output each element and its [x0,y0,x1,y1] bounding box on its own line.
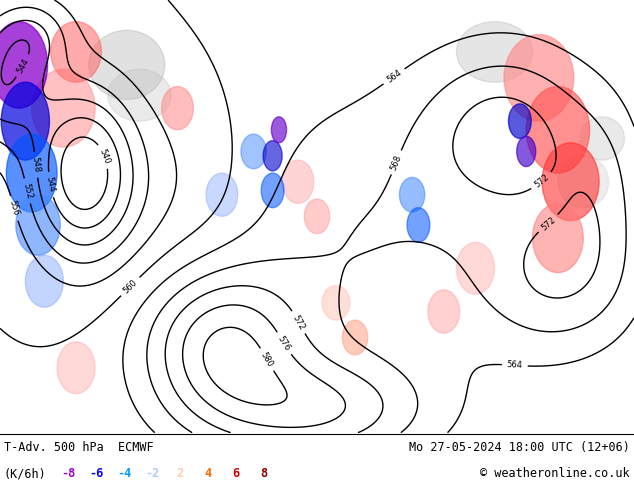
Text: 8: 8 [261,467,268,481]
Ellipse shape [508,104,531,139]
Text: T-Adv. 500 hPa  ECMWF: T-Adv. 500 hPa ECMWF [4,441,153,454]
Ellipse shape [89,30,165,99]
Text: 560: 560 [122,278,139,295]
Text: 556: 556 [8,199,21,217]
Text: 564: 564 [507,361,523,370]
Ellipse shape [25,255,63,307]
Ellipse shape [504,35,574,121]
Ellipse shape [108,69,171,121]
Ellipse shape [580,117,624,160]
Text: 552: 552 [21,182,34,199]
Text: (K/6h): (K/6h) [4,467,47,481]
Ellipse shape [428,290,460,333]
Ellipse shape [271,117,287,143]
Ellipse shape [399,177,425,212]
Text: 548: 548 [30,156,41,173]
Ellipse shape [342,320,368,355]
Ellipse shape [1,82,49,160]
Text: 544: 544 [44,176,56,193]
Ellipse shape [206,173,238,216]
Ellipse shape [16,195,60,255]
Text: -8: -8 [61,467,75,481]
Ellipse shape [456,22,533,82]
Ellipse shape [57,342,95,394]
Ellipse shape [558,156,609,208]
Ellipse shape [533,203,583,272]
Ellipse shape [282,160,314,203]
Ellipse shape [6,134,57,212]
Text: 572: 572 [291,313,307,331]
Text: -2: -2 [145,467,159,481]
Text: -4: -4 [117,467,131,481]
Text: 564: 564 [385,68,403,85]
Text: 540: 540 [98,147,112,165]
Text: 2: 2 [176,467,184,481]
Ellipse shape [526,87,590,173]
Text: 568: 568 [389,153,403,172]
Ellipse shape [263,141,282,171]
Ellipse shape [304,199,330,234]
Ellipse shape [517,136,536,167]
Ellipse shape [162,87,193,130]
Text: 544: 544 [15,57,30,75]
Text: 580: 580 [259,350,275,368]
Text: 572: 572 [533,172,551,190]
Ellipse shape [51,22,101,82]
Text: 6: 6 [233,467,240,481]
Ellipse shape [322,286,350,320]
Ellipse shape [542,143,599,220]
Text: -6: -6 [89,467,103,481]
Ellipse shape [241,134,266,169]
Text: 4: 4 [204,467,212,481]
Ellipse shape [261,173,284,208]
Ellipse shape [407,208,430,242]
Ellipse shape [0,22,48,108]
Text: 572: 572 [540,215,557,232]
Ellipse shape [32,69,95,147]
Text: © weatheronline.co.uk: © weatheronline.co.uk [481,467,630,481]
Text: Mo 27-05-2024 18:00 UTC (12+06): Mo 27-05-2024 18:00 UTC (12+06) [409,441,630,454]
Ellipse shape [456,242,495,294]
Text: 576: 576 [276,334,292,353]
